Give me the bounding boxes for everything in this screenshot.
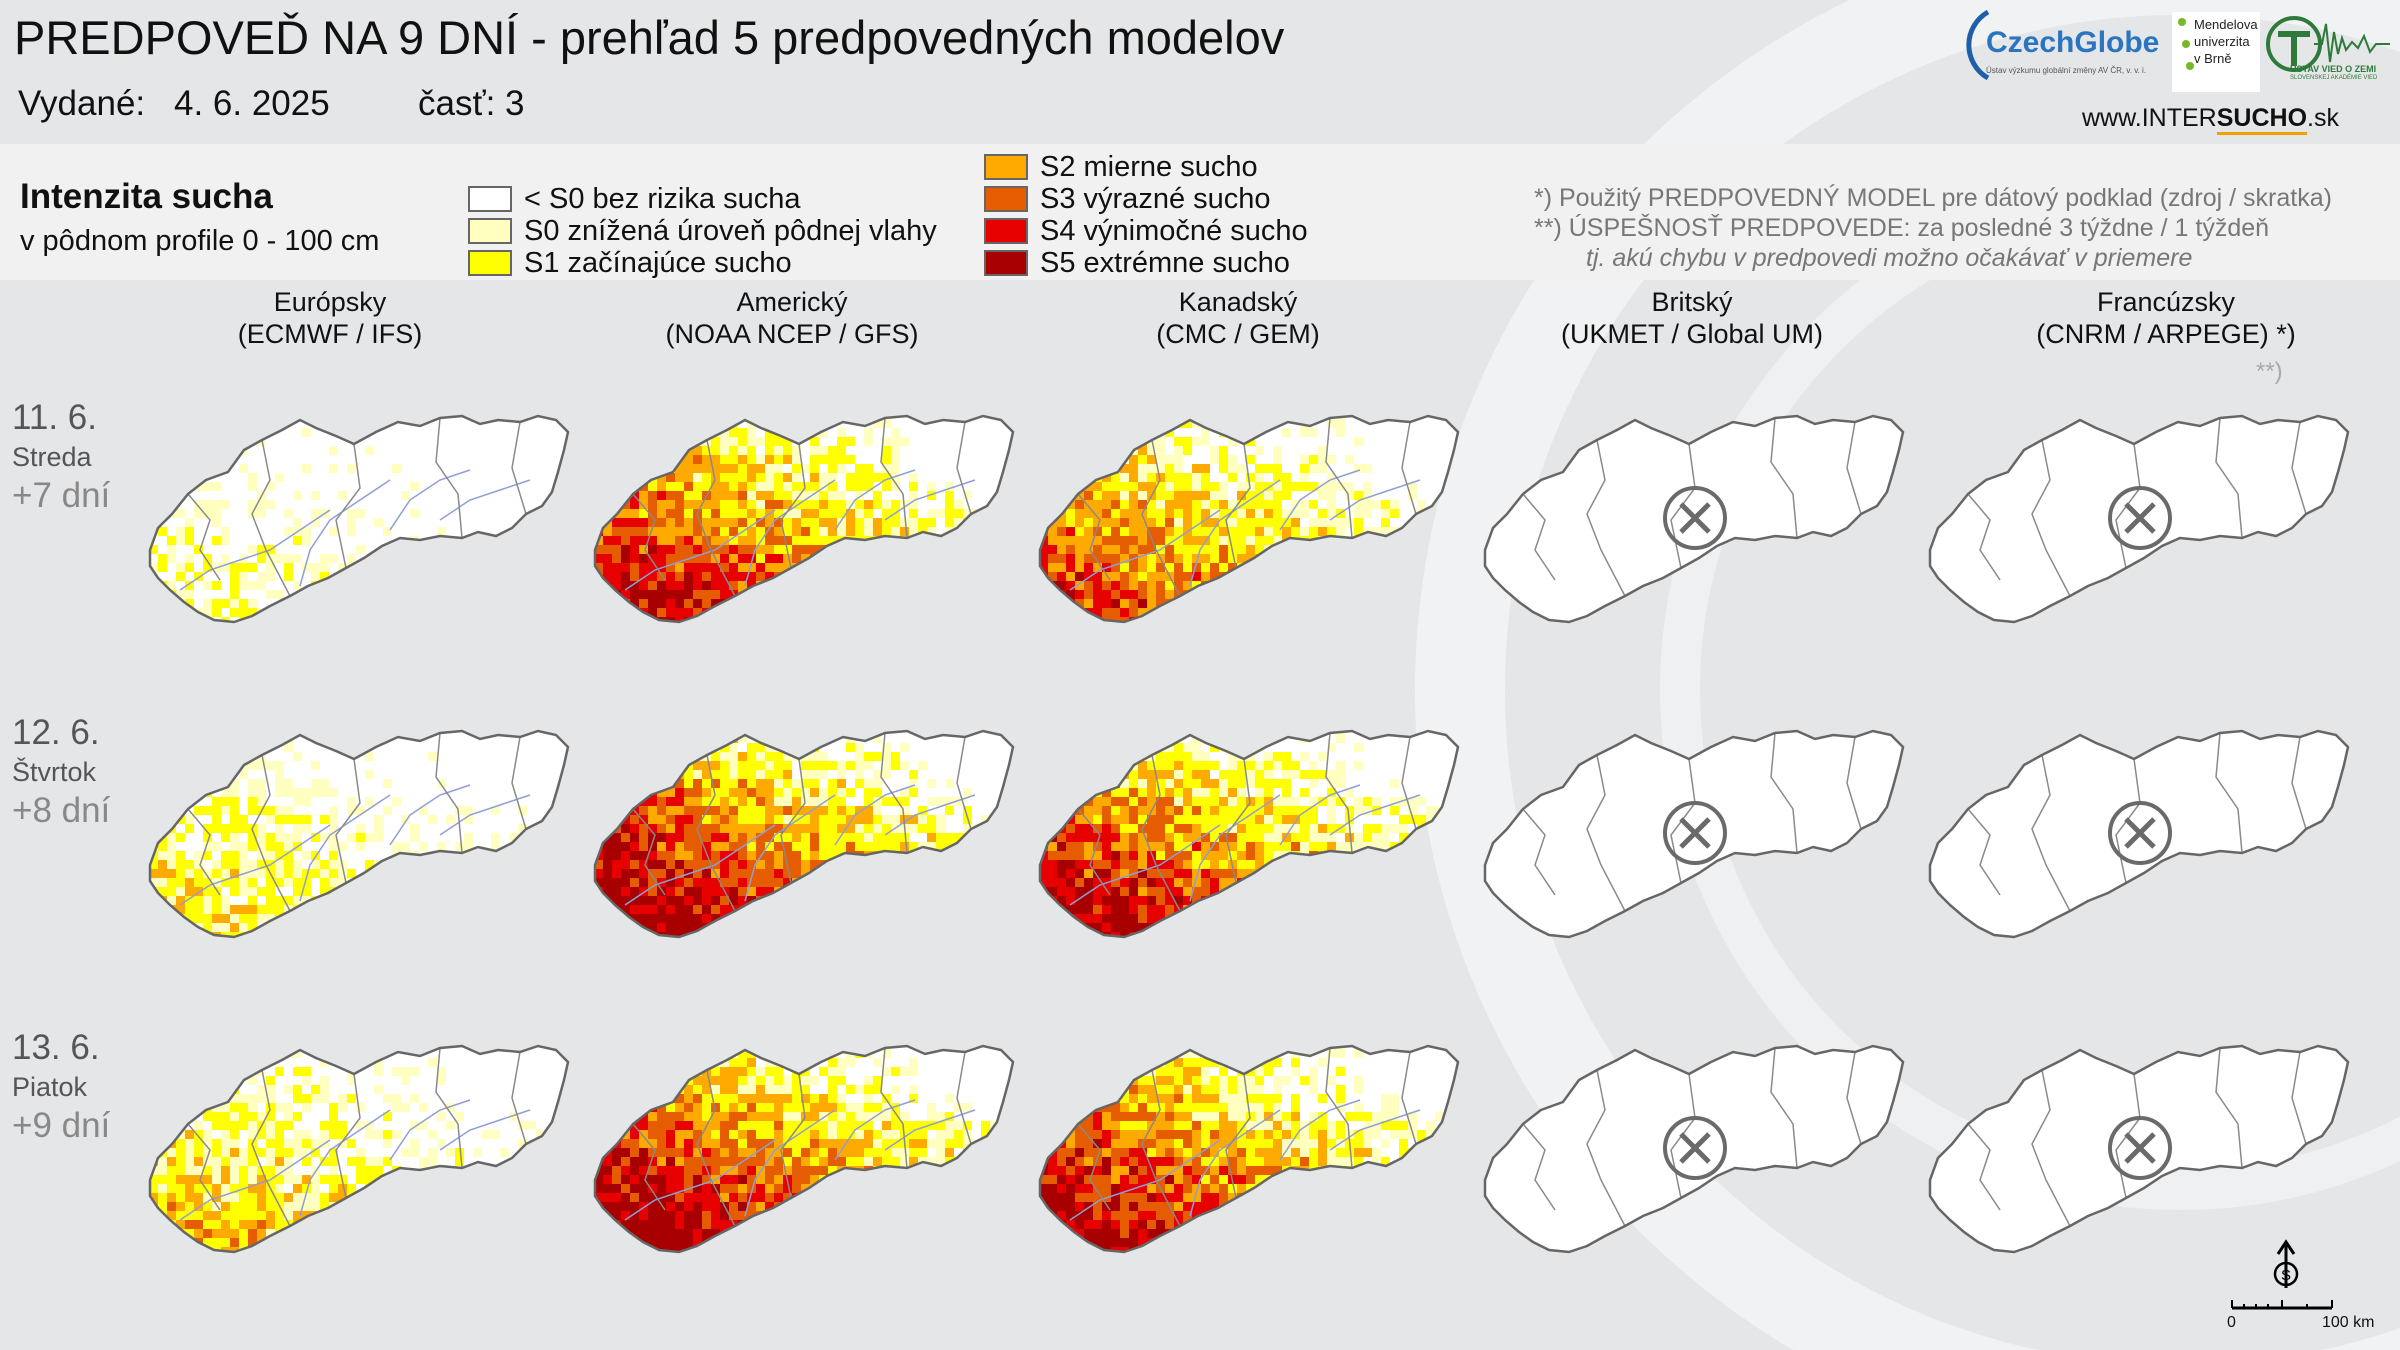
ustav-sub: SLOVENSKEJ AKADÉMIE VIED xyxy=(2290,75,2378,81)
note-explain: tj. akú chybu v predpovedi možno očakáva… xyxy=(1586,244,2193,272)
unavailable-icon xyxy=(1663,1116,1727,1180)
day-offset: +8 dní xyxy=(12,791,111,830)
scale-start: 0 xyxy=(2227,1314,2236,1331)
page-title: PREDPOVEĎ NA 9 DNÍ - prehľad 5 predpoved… xyxy=(14,11,1285,64)
model-name: Kanadský xyxy=(1178,287,1298,317)
legend-item: < S0 bez rizika sucha xyxy=(468,182,801,215)
legend-title: Intenzita sucha xyxy=(20,177,273,216)
drought-map xyxy=(585,705,1025,965)
drought-map xyxy=(585,1020,1025,1280)
accuracy-marker: **) xyxy=(2256,358,2283,385)
day-weekday: Štvrtok xyxy=(12,757,97,787)
legend-swatch xyxy=(984,154,1028,181)
legend-swatch xyxy=(984,218,1028,245)
day-offset: +9 dní xyxy=(12,1106,111,1145)
legend-label: S2 mierne sucho xyxy=(1040,150,1258,183)
legend-swatch xyxy=(984,250,1028,277)
model-name: Britský xyxy=(1651,287,1733,317)
drought-map xyxy=(140,705,580,965)
czechglobe-sub: Ústav výzkumu globální změny AV ČR, v. v… xyxy=(1986,66,2147,75)
model-code: (CNRM / ARPEGE) *) xyxy=(2036,319,2296,349)
part-label: časť: 3 xyxy=(418,84,525,123)
legend-item: S5 extrémne sucho xyxy=(984,246,1290,279)
note-accuracy: **) ÚSPEŠNOSŤ PREDPOVEDE: za posledné 3 … xyxy=(1534,214,2270,242)
note-model: *) Použitý PREDPOVEDNÝ MODEL pre dátový … xyxy=(1534,184,2332,212)
legend-item: S3 výrazné sucho xyxy=(984,182,1271,215)
legend-label: < S0 bez rizika sucha xyxy=(524,182,801,215)
model-header: Britský (UKMET / Global UM) xyxy=(1492,286,1892,350)
model-header: Francúzsky (CNRM / ARPEGE) *) xyxy=(1966,286,2366,350)
unavailable-map xyxy=(1920,705,2360,965)
legend-label: S3 výrazné sucho xyxy=(1040,182,1271,215)
model-code: (UKMET / Global UM) xyxy=(1560,319,1824,349)
day-offset: +7 dní xyxy=(12,476,111,515)
north-arrow-icon: S xyxy=(2273,1239,2299,1288)
legend-swatch xyxy=(984,186,1028,213)
scale-bar: S xyxy=(2231,1239,2333,1310)
mendel-name: Mendelova univerzita v Brně xyxy=(2194,17,2258,66)
drought-map xyxy=(1030,705,1470,965)
unavailable-icon xyxy=(1663,486,1727,550)
model-code: (ECMWF / IFS) xyxy=(237,319,423,349)
model-header: Americký (NOAA NCEP / GFS) xyxy=(592,286,992,350)
legend-item: S4 výnimočné sucho xyxy=(984,214,1308,247)
legend-label: S5 extrémne sucho xyxy=(1040,246,1290,279)
legend-item: S1 začínajúce sucho xyxy=(468,246,792,279)
model-name: Americký xyxy=(736,287,848,317)
scale-end: 100 km xyxy=(2322,1314,2375,1331)
unavailable-icon xyxy=(2108,1116,2172,1180)
unavailable-map xyxy=(1920,1020,2360,1280)
czechglobe-logo: CzechGlobe Ústav výzkumu globální změny … xyxy=(1958,6,2160,84)
model-name: Európsky xyxy=(273,287,387,317)
day-date: 13. 6. xyxy=(12,1028,100,1067)
drought-map xyxy=(140,390,580,650)
czechglobe-name: CzechGlobe xyxy=(1986,26,2160,59)
day-date: 12. 6. xyxy=(12,713,100,752)
drought-map xyxy=(1030,1020,1470,1280)
drought-map xyxy=(1030,390,1470,650)
issued-date: 4. 6. 2025 xyxy=(174,84,330,123)
legend-band xyxy=(0,144,2400,280)
day-weekday: Streda xyxy=(12,442,92,472)
unavailable-map xyxy=(1475,705,1915,965)
website-link[interactable]: www.INTERSUCHO.sk xyxy=(2082,104,2339,135)
mendel-logo: Mendelova univerzita v Brně xyxy=(2172,12,2260,92)
drought-map xyxy=(585,390,1025,650)
unavailable-map xyxy=(1475,390,1915,650)
unavailable-icon xyxy=(2108,801,2172,865)
model-header: Kanadský (CMC / GEM) xyxy=(1038,286,1438,350)
ustav-logo: ÚSTAV VIED O ZEMI SLOVENSKEJ AKADÉMIE VI… xyxy=(2264,14,2394,84)
issued-label: Vydané: xyxy=(18,84,146,123)
unavailable-icon xyxy=(1663,801,1727,865)
model-code: (NOAA NCEP / GFS) xyxy=(665,319,919,349)
legend-swatch xyxy=(468,250,512,277)
ustav-name: ÚSTAV VIED O ZEMI xyxy=(2290,64,2377,74)
unavailable-icon xyxy=(2108,486,2172,550)
drought-map xyxy=(140,1020,580,1280)
unavailable-map xyxy=(1920,390,2360,650)
unavailable-map xyxy=(1475,1020,1915,1280)
legend-label: S1 začínajúce sucho xyxy=(524,246,792,279)
seismograph-icon xyxy=(2266,16,2390,72)
legend-item: S2 mierne sucho xyxy=(984,150,1258,183)
legend-swatch xyxy=(468,186,512,213)
day-weekday: Piatok xyxy=(12,1072,88,1102)
model-header: Európsky (ECMWF / IFS) xyxy=(130,286,530,350)
legend-swatch xyxy=(468,218,512,245)
czechglobe-arc-icon xyxy=(1966,9,1990,81)
day-date: 11. 6. xyxy=(12,398,97,437)
model-name: Francúzsky xyxy=(2096,287,2236,317)
legend-item: S0 znížená úroveň pôdnej vlahy xyxy=(468,214,937,247)
legend-label: S0 znížená úroveň pôdnej vlahy xyxy=(524,214,937,247)
model-code: (CMC / GEM) xyxy=(1156,319,1320,349)
legend-subtitle: v pôdnom profile 0 - 100 cm xyxy=(20,225,380,257)
legend-label: S4 výnimočné sucho xyxy=(1040,214,1308,247)
